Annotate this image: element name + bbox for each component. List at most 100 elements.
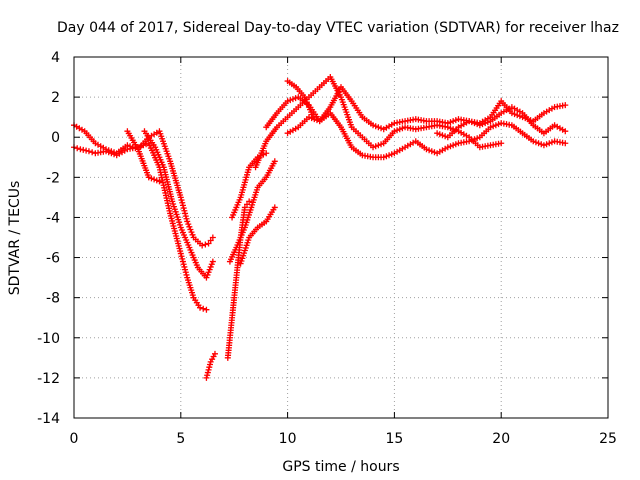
data-point [444,120,451,127]
data-point [375,124,382,131]
data-point [508,110,515,117]
data-point [185,221,192,228]
y-axis-label: SDTVAR / TECUs [7,181,23,296]
data-point [105,149,112,156]
plot-frame [73,56,609,419]
data-point [514,112,521,119]
data-point [476,122,483,129]
data-point [540,142,547,149]
data-point [372,143,379,150]
data-point [538,141,545,148]
series-track-9 [237,204,278,267]
data-point [182,213,189,220]
data-point [83,147,90,154]
data-point [447,143,454,150]
data-point [271,158,278,165]
y-tick-label: -12 [37,371,60,387]
data-point [372,123,379,130]
series-track-13 [284,78,317,121]
data-point [151,176,158,183]
data-point [466,118,473,125]
data-point [181,207,188,214]
data-point [468,137,475,144]
series-track-1 [71,122,216,249]
data-point [108,150,115,157]
y-tick-label: 0 [51,130,60,146]
data-point [211,350,218,357]
data-point [205,366,212,373]
data-point [423,146,430,153]
data-point [177,194,184,201]
data-point [562,128,569,135]
data-point [137,143,144,150]
data-point [471,120,478,127]
data-point [179,202,186,209]
data-point [370,122,377,129]
data-point [396,126,403,133]
data-point [206,364,213,371]
data-point [370,144,377,151]
data-point [203,306,210,313]
data-point [466,138,473,145]
chart-title: Day 044 of 2017, Sidereal Day-to-day VTE… [57,20,619,36]
data-point [206,361,213,368]
data-point [271,204,278,211]
data-point [535,140,542,147]
data-point [181,263,188,270]
data-point [444,144,451,151]
data-point [394,127,401,134]
data-point [179,199,186,206]
data-point [111,151,118,158]
data-point [511,111,518,118]
x-axis-label: GPS time / hours [282,459,399,475]
data-point [140,142,147,149]
x-tick-label: 10 [279,431,297,447]
data-point [178,253,185,260]
data-point [156,178,163,185]
data-point [89,149,96,156]
data-point [180,205,187,212]
data-point [447,125,454,132]
data-point [471,136,478,143]
data-point [188,229,195,236]
data-point [204,271,211,278]
data-point [546,140,553,147]
data-point [145,174,152,181]
data-point [207,237,214,244]
data-point [85,148,92,155]
data-point [204,369,211,376]
data-point [103,148,110,155]
data-point [74,145,81,152]
data-point [199,242,206,249]
data-point [447,119,454,126]
data-point [522,115,529,122]
data-point [189,231,196,238]
data-point [487,124,494,131]
data-point [484,119,491,126]
data-point [434,130,441,137]
data-point [490,123,497,130]
data-point [205,269,212,276]
data-point [399,125,406,132]
data-point [543,141,550,148]
series-track-14 [434,104,569,141]
data-point [200,305,207,312]
data-point [182,210,189,217]
y-tick-label: 4 [51,50,60,66]
data-point [183,271,190,278]
data-point [532,139,539,146]
y-tick-label: -4 [46,210,60,226]
data-point [244,201,251,208]
data-point [450,142,457,149]
data-point [428,148,435,155]
data-point [287,97,294,104]
data-point [436,131,443,138]
data-point [204,372,211,379]
data-point [380,154,387,161]
data-point [178,197,185,204]
data-point [184,218,191,225]
data-point [468,119,475,126]
data-points [71,74,569,381]
data-point [479,121,486,128]
